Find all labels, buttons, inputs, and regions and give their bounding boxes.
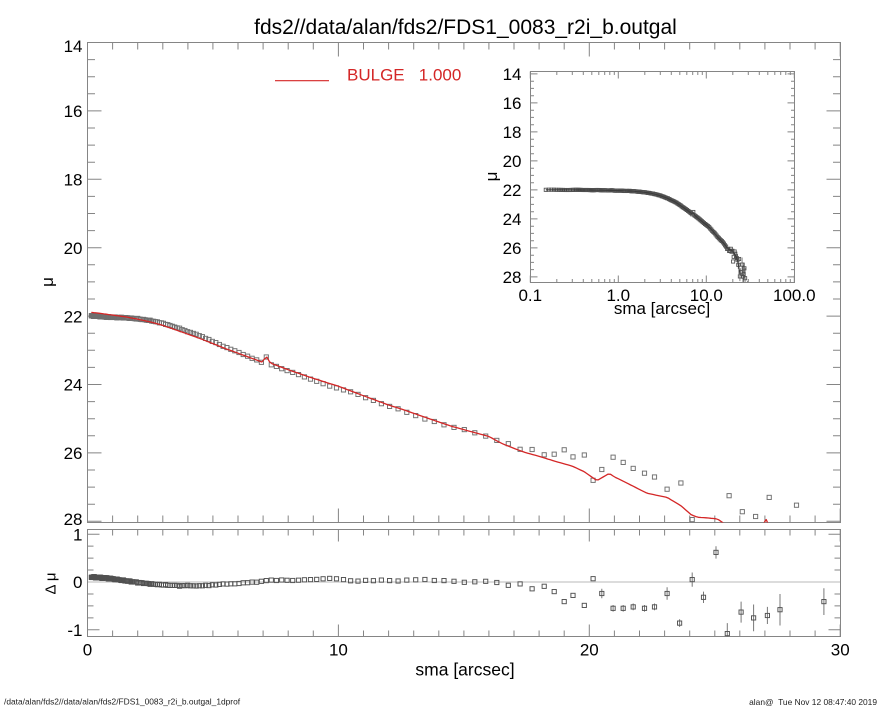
svg-text:24: 24 [64, 376, 83, 395]
svg-text:fds2//data/alan/fds2/FDS1_0083: fds2//data/alan/fds2/FDS1_0083_r2i_b.out… [254, 16, 677, 39]
svg-text:-1: -1 [67, 621, 82, 640]
svg-text:100.0: 100.0 [773, 286, 816, 305]
svg-text:alan@ Tue Nov 12 08:47:40 201: alan@ Tue Nov 12 08:47:40 2019 [749, 697, 877, 707]
svg-text:22: 22 [64, 307, 83, 326]
svg-text:10: 10 [329, 641, 348, 660]
svg-text:BULGE 1.000: BULGE 1.000 [347, 65, 461, 84]
svg-text:20: 20 [64, 239, 83, 258]
svg-text:24: 24 [503, 210, 522, 229]
svg-text:14: 14 [64, 37, 83, 56]
svg-text:sma [arcsec]: sma [arcsec] [614, 299, 710, 318]
svg-text:20: 20 [580, 641, 599, 660]
svg-text:16: 16 [503, 94, 522, 113]
svg-text:22: 22 [503, 181, 522, 200]
svg-text:26: 26 [503, 239, 522, 258]
svg-text:μ: μ [482, 172, 501, 182]
svg-text:0.1: 0.1 [518, 286, 542, 305]
svg-text:16: 16 [64, 102, 83, 121]
svg-text:18: 18 [503, 123, 522, 142]
svg-text:20: 20 [503, 152, 522, 171]
svg-text:30: 30 [831, 641, 850, 660]
svg-text:0: 0 [73, 573, 82, 592]
svg-text:Δ μ: Δ μ [43, 572, 60, 594]
svg-text:10.0: 10.0 [690, 286, 723, 305]
svg-text:0: 0 [83, 641, 92, 660]
svg-text:26: 26 [64, 444, 83, 463]
svg-text:14: 14 [503, 65, 522, 84]
svg-text:μ: μ [38, 277, 57, 287]
svg-text:1.0: 1.0 [606, 286, 630, 305]
svg-text:1: 1 [73, 525, 82, 544]
svg-text:28: 28 [503, 268, 522, 287]
svg-text:28: 28 [64, 510, 83, 529]
svg-text:/data/alan/fds2//data/alan/fds: /data/alan/fds2//data/alan/fds2/FDS1_008… [4, 697, 241, 707]
svg-text:sma [arcsec]: sma [arcsec] [415, 660, 514, 680]
svg-text:18: 18 [64, 171, 83, 190]
